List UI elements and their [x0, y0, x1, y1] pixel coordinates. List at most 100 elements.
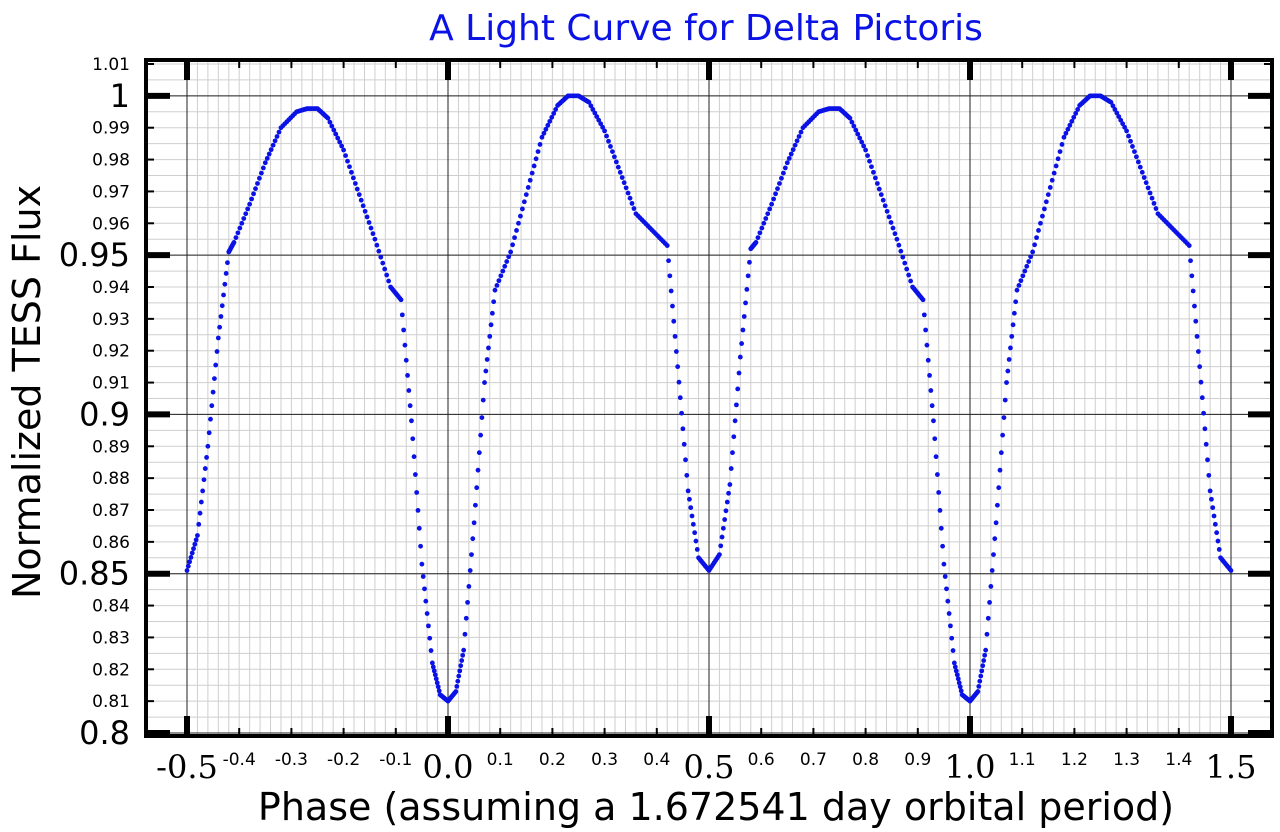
data-point [743, 300, 748, 306]
data-point [262, 160, 268, 166]
data-point [217, 324, 223, 330]
data-point [1130, 144, 1135, 149]
data-point [219, 303, 225, 309]
data-point [1143, 180, 1149, 186]
data-point [402, 342, 408, 348]
data-point [370, 231, 376, 237]
data-point [1071, 114, 1077, 120]
data-point [426, 623, 431, 629]
data-point [429, 660, 435, 666]
data-point [403, 357, 409, 363]
data-point [985, 615, 991, 621]
data-point [739, 341, 745, 346]
data-point [979, 668, 985, 674]
data-point [938, 525, 944, 531]
data-point [414, 490, 420, 495]
data-point [1065, 126, 1071, 132]
data-point [853, 127, 859, 133]
x-tick-label: 1.3 [1113, 750, 1140, 770]
data-point [1043, 199, 1049, 205]
x-axis-label: Phase (assuming a 1.672541 day orbital p… [258, 785, 1174, 829]
data-point [197, 510, 203, 516]
data-point [980, 663, 986, 669]
data-point [590, 106, 596, 112]
data-point [529, 170, 535, 176]
data-point [987, 599, 992, 605]
data-point [1024, 263, 1030, 269]
data-point [1149, 195, 1155, 201]
data-point [482, 380, 487, 385]
data-point [467, 568, 473, 573]
data-point [514, 228, 519, 233]
data-point [480, 397, 486, 403]
data-point [1193, 318, 1199, 324]
data-point [723, 508, 729, 514]
data-point [767, 206, 773, 212]
data-point [455, 678, 461, 684]
data-point [735, 386, 741, 392]
data-point [527, 177, 533, 183]
data-point [689, 513, 695, 519]
data-point [993, 520, 999, 526]
data-point [673, 349, 679, 354]
data-point [1036, 228, 1041, 233]
data-point [453, 689, 459, 694]
data-point [1118, 117, 1124, 123]
data-point [606, 138, 611, 144]
data-point [406, 388, 412, 393]
data-point [187, 559, 193, 565]
data-point [983, 647, 989, 653]
data-point [214, 349, 220, 354]
data-point [337, 139, 343, 145]
data-point [551, 110, 557, 116]
data-point [857, 135, 863, 141]
y-tick-label: 0.8 [79, 714, 130, 752]
data-point [726, 490, 731, 496]
y-tick-label: 0.95 [59, 236, 130, 274]
y-tick-label: 0.83 [92, 628, 130, 648]
data-point [1011, 310, 1017, 316]
data-point [1067, 122, 1073, 128]
data-point [432, 672, 438, 678]
data-point [927, 373, 932, 378]
data-point [364, 214, 370, 220]
data-point [210, 389, 216, 395]
data-point [687, 496, 692, 502]
x-tick-label: 0.3 [591, 750, 618, 770]
data-point [896, 242, 902, 248]
data-point [1053, 163, 1059, 169]
data-point [343, 153, 348, 158]
data-point [1137, 164, 1143, 170]
data-point [483, 368, 489, 374]
data-point [372, 236, 378, 242]
data-point [694, 547, 700, 552]
data-point [954, 672, 960, 678]
data-point [1114, 110, 1120, 116]
data-point [266, 151, 272, 157]
data-point [884, 208, 890, 214]
data-point [1016, 283, 1022, 288]
data-point [253, 186, 258, 192]
data-point [1030, 249, 1036, 255]
data-point [876, 186, 882, 192]
data-point [492, 287, 498, 293]
data-point [849, 119, 855, 125]
y-tick-label: 0.89 [92, 437, 130, 457]
data-point [1112, 106, 1118, 112]
data-point [671, 318, 677, 324]
data-point [460, 652, 466, 658]
data-point [412, 472, 418, 477]
data-point [719, 534, 725, 540]
data-point [613, 159, 619, 165]
x-tick-label: 0.9 [904, 750, 931, 770]
data-point [718, 543, 724, 549]
data-point [188, 554, 194, 560]
data-point [521, 199, 527, 205]
data-point [1059, 142, 1065, 147]
data-point [586, 99, 592, 105]
data-point [1073, 110, 1079, 116]
data-point [1120, 121, 1126, 127]
data-point [761, 220, 767, 226]
x-tick-label: 1.2 [1061, 750, 1088, 770]
